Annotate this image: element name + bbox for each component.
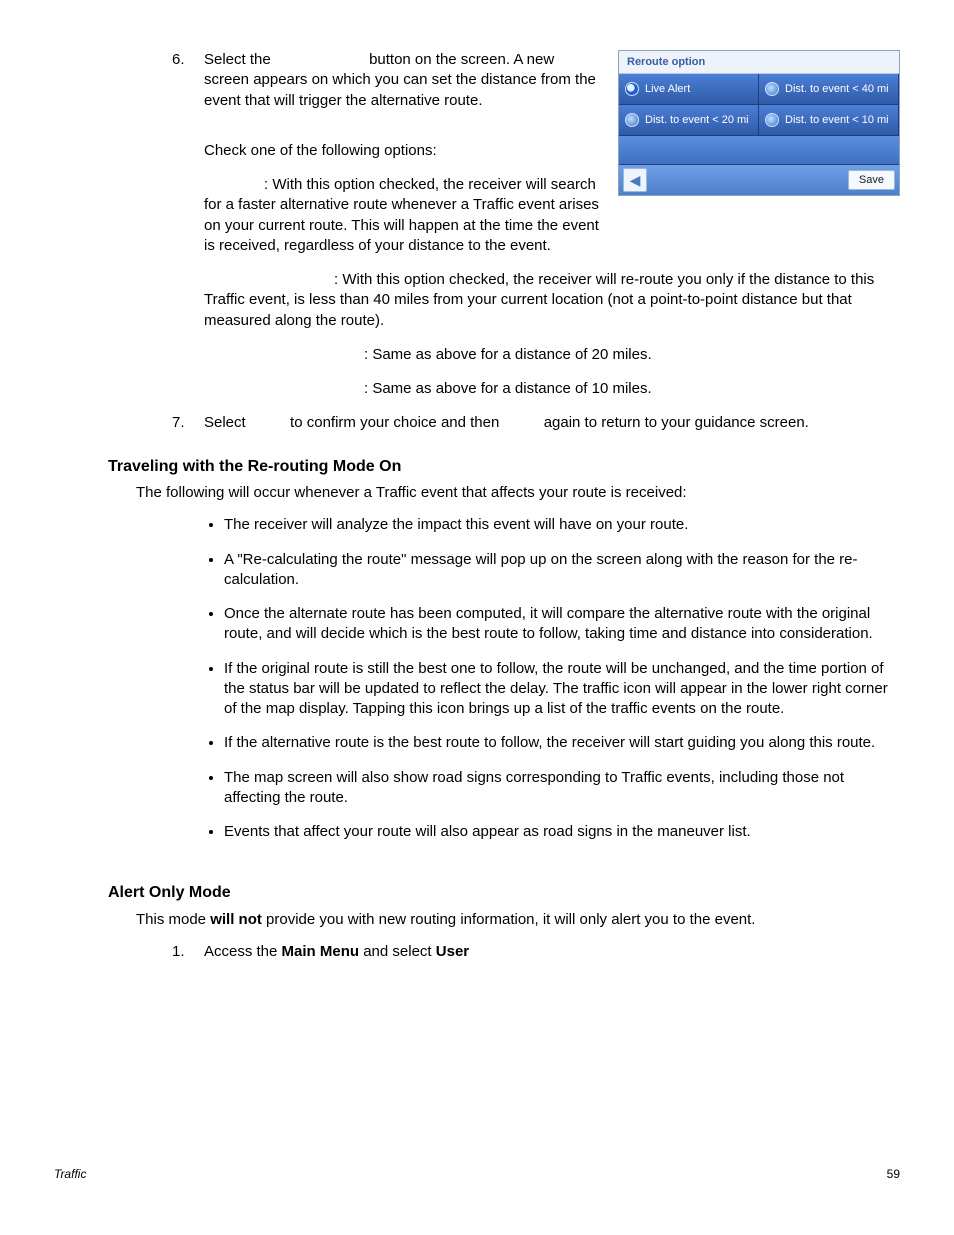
bullet-item: A "Re-calculating the route" message wil… [224, 550, 900, 591]
step6-opt4: : Same as above for a distance of 10 mil… [364, 379, 900, 399]
bullet-item: Once the alternate route has been comput… [224, 604, 900, 645]
alert-only-intro: This mode will not provide you with new … [136, 910, 900, 930]
step-number: 6. [172, 50, 185, 70]
step-number: 7. [172, 413, 185, 433]
bullet-item: The receiver will analyze the impact thi… [224, 515, 900, 535]
heading-traveling: Traveling with the Re-routing Mode On [108, 456, 900, 478]
bullet-item: If the original route is still the best … [224, 659, 900, 720]
step7-text: Select to confirm your choice and then a… [204, 413, 900, 433]
footer-section: Traffic [54, 1167, 86, 1181]
bullet-item: If the alternative route is the best rou… [224, 733, 900, 753]
page: Reroute option Live Alert Dist. to event… [0, 0, 954, 1235]
bullet-item: Events that affect your route will also … [224, 822, 900, 842]
step-7: 7. Select to confirm your choice and the… [54, 413, 900, 433]
bullet-item: The map screen will also show road signs… [224, 768, 900, 809]
traveling-bullets: The receiver will analyze the impact thi… [54, 515, 900, 842]
content: 6. Select the button on the screen. A ne… [54, 50, 900, 962]
step-6: 6. Select the button on the screen. A ne… [54, 50, 900, 399]
step-number: 1. [172, 942, 185, 962]
alert-step1-text: Access the Main Menu and select User [204, 942, 900, 962]
heading-alert-only: Alert Only Mode [108, 882, 900, 904]
step6-p1: Select the button on the screen. A new s… [204, 50, 600, 111]
page-number: 59 [887, 1167, 900, 1181]
alert-step-1: 1. Access the Main Menu and select User [54, 942, 900, 962]
step6-p2: Check one of the following options: [204, 141, 600, 161]
traveling-intro: The following will occur whenever a Traf… [136, 483, 900, 503]
step6-opt2: : With this option checked, the receiver… [204, 270, 900, 331]
step6-opt3: : Same as above for a distance of 20 mil… [364, 345, 900, 365]
step6-opt1: : With this option checked, the receiver… [204, 175, 600, 256]
